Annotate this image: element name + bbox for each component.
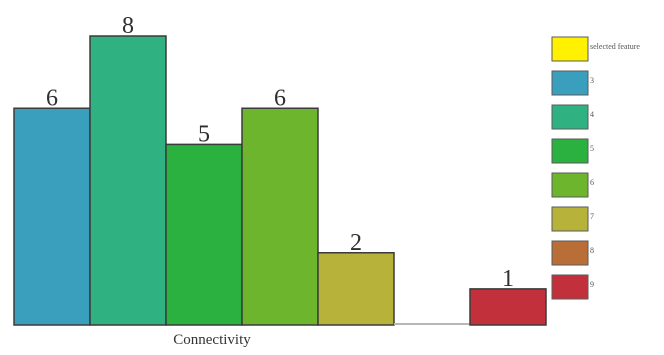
- data-label-2: 8: [122, 13, 134, 39]
- bars-layer: [13, 35, 547, 326]
- data-label-1: 6: [46, 85, 58, 111]
- bar-4: [241, 107, 319, 326]
- bar-7: [469, 288, 547, 326]
- bar-5: [317, 252, 395, 326]
- bar-2: [89, 35, 167, 326]
- data-labels-layer: 6 8 5 6 2 1: [46, 13, 514, 292]
- data-label-3: 5: [198, 121, 210, 147]
- legend-swatch-2: [551, 70, 589, 96]
- legend-label-5: 6: [590, 178, 594, 187]
- data-label-4: 6: [274, 85, 286, 111]
- legend-swatch-6: [551, 206, 589, 232]
- legend-swatch-7: [551, 240, 589, 266]
- legend-label-1: selected feature: [590, 42, 640, 51]
- legend-swatch-5: [551, 172, 589, 198]
- legend: selected feature 3 4 5 6 7 8 9: [551, 36, 640, 300]
- x-axis-label: Connectivity: [173, 332, 251, 348]
- bar-1: [13, 107, 91, 326]
- data-label-7: 1: [502, 266, 514, 292]
- legend-label-4: 5: [590, 144, 594, 153]
- legend-swatch-3: [551, 104, 589, 130]
- legend-swatch-8: [551, 274, 589, 300]
- legend-label-7: 8: [590, 246, 594, 255]
- legend-swatch-1: [551, 36, 589, 62]
- legend-label-8: 9: [590, 280, 594, 289]
- legend-label-6: 7: [590, 212, 594, 221]
- data-label-5: 2: [350, 230, 362, 256]
- bar-3: [165, 143, 243, 326]
- legend-label-2: 3: [590, 76, 594, 85]
- legend-label-3: 4: [590, 110, 594, 119]
- legend-swatch-4: [551, 138, 589, 164]
